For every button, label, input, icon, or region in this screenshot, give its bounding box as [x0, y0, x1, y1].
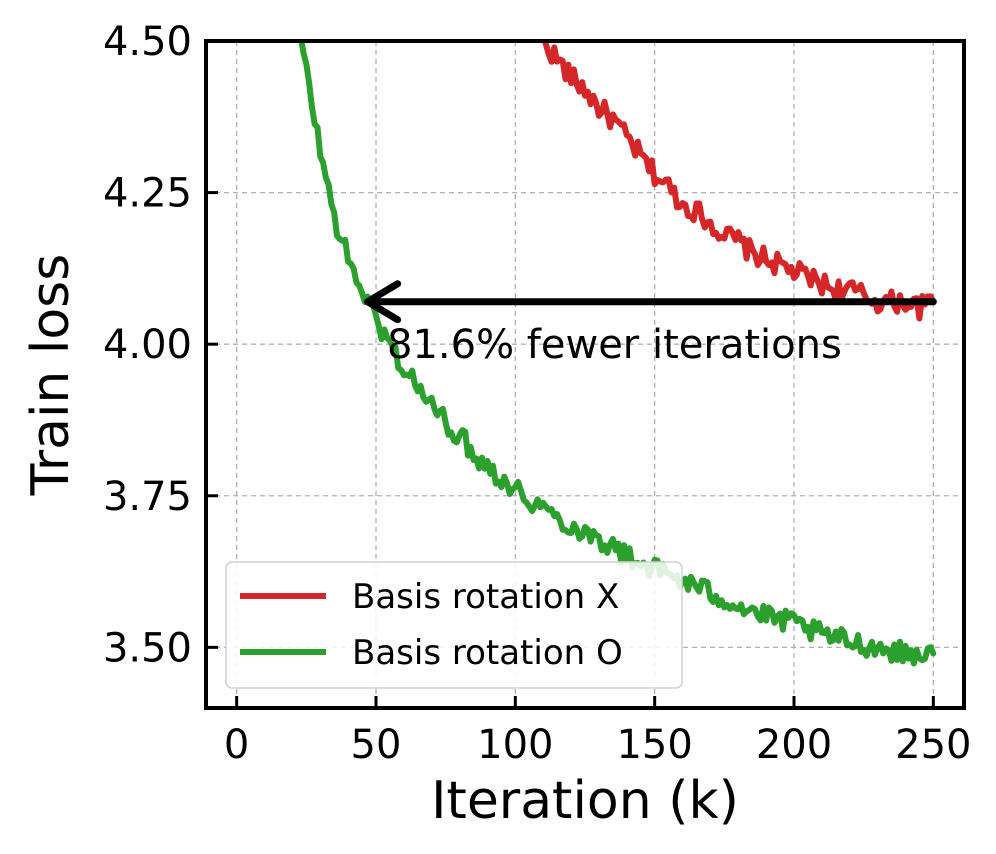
- arrow-head: [364, 280, 402, 324]
- y-tick-label: 3.75: [103, 474, 192, 520]
- x-tick-label: 250: [895, 722, 971, 768]
- annotation-text: 81.6% fewer iterations: [387, 322, 842, 368]
- legend-box: [225, 561, 683, 689]
- legend-label: Basis rotation X: [352, 577, 619, 617]
- series-line-basis-rotation-o: [298, 41, 937, 667]
- axes: [204, 39, 966, 710]
- y-axis-label: Train loss: [21, 254, 81, 497]
- x-axis-label: Iteration (k): [431, 771, 739, 831]
- y-tick-label: 4.50: [103, 19, 192, 65]
- labels-layer: 0 50 100 150 200 250 3.50 3.75 4.00 4.25 4.50 Itera…: [21, 19, 972, 831]
- x-tick-label: 0: [224, 722, 249, 768]
- y-tick-label: 4.25: [103, 171, 192, 217]
- legend-label: Basis rotation O: [352, 633, 623, 673]
- x-tick-label: 100: [477, 722, 553, 768]
- x-tick-label: 50: [351, 722, 402, 768]
- y-tick-label: 3.50: [103, 625, 192, 671]
- legend: Basis rotation X Basis rotation O: [225, 561, 683, 689]
- series-line-basis-rotation-x: [541, 41, 937, 322]
- y-tick-label: 4.00: [103, 322, 192, 368]
- annotation-layer: 81.6% fewer iterations: [364, 280, 937, 368]
- x-tick-label: 200: [756, 722, 832, 768]
- plot-frame: [204, 39, 966, 710]
- x-tick-label: 150: [616, 722, 692, 768]
